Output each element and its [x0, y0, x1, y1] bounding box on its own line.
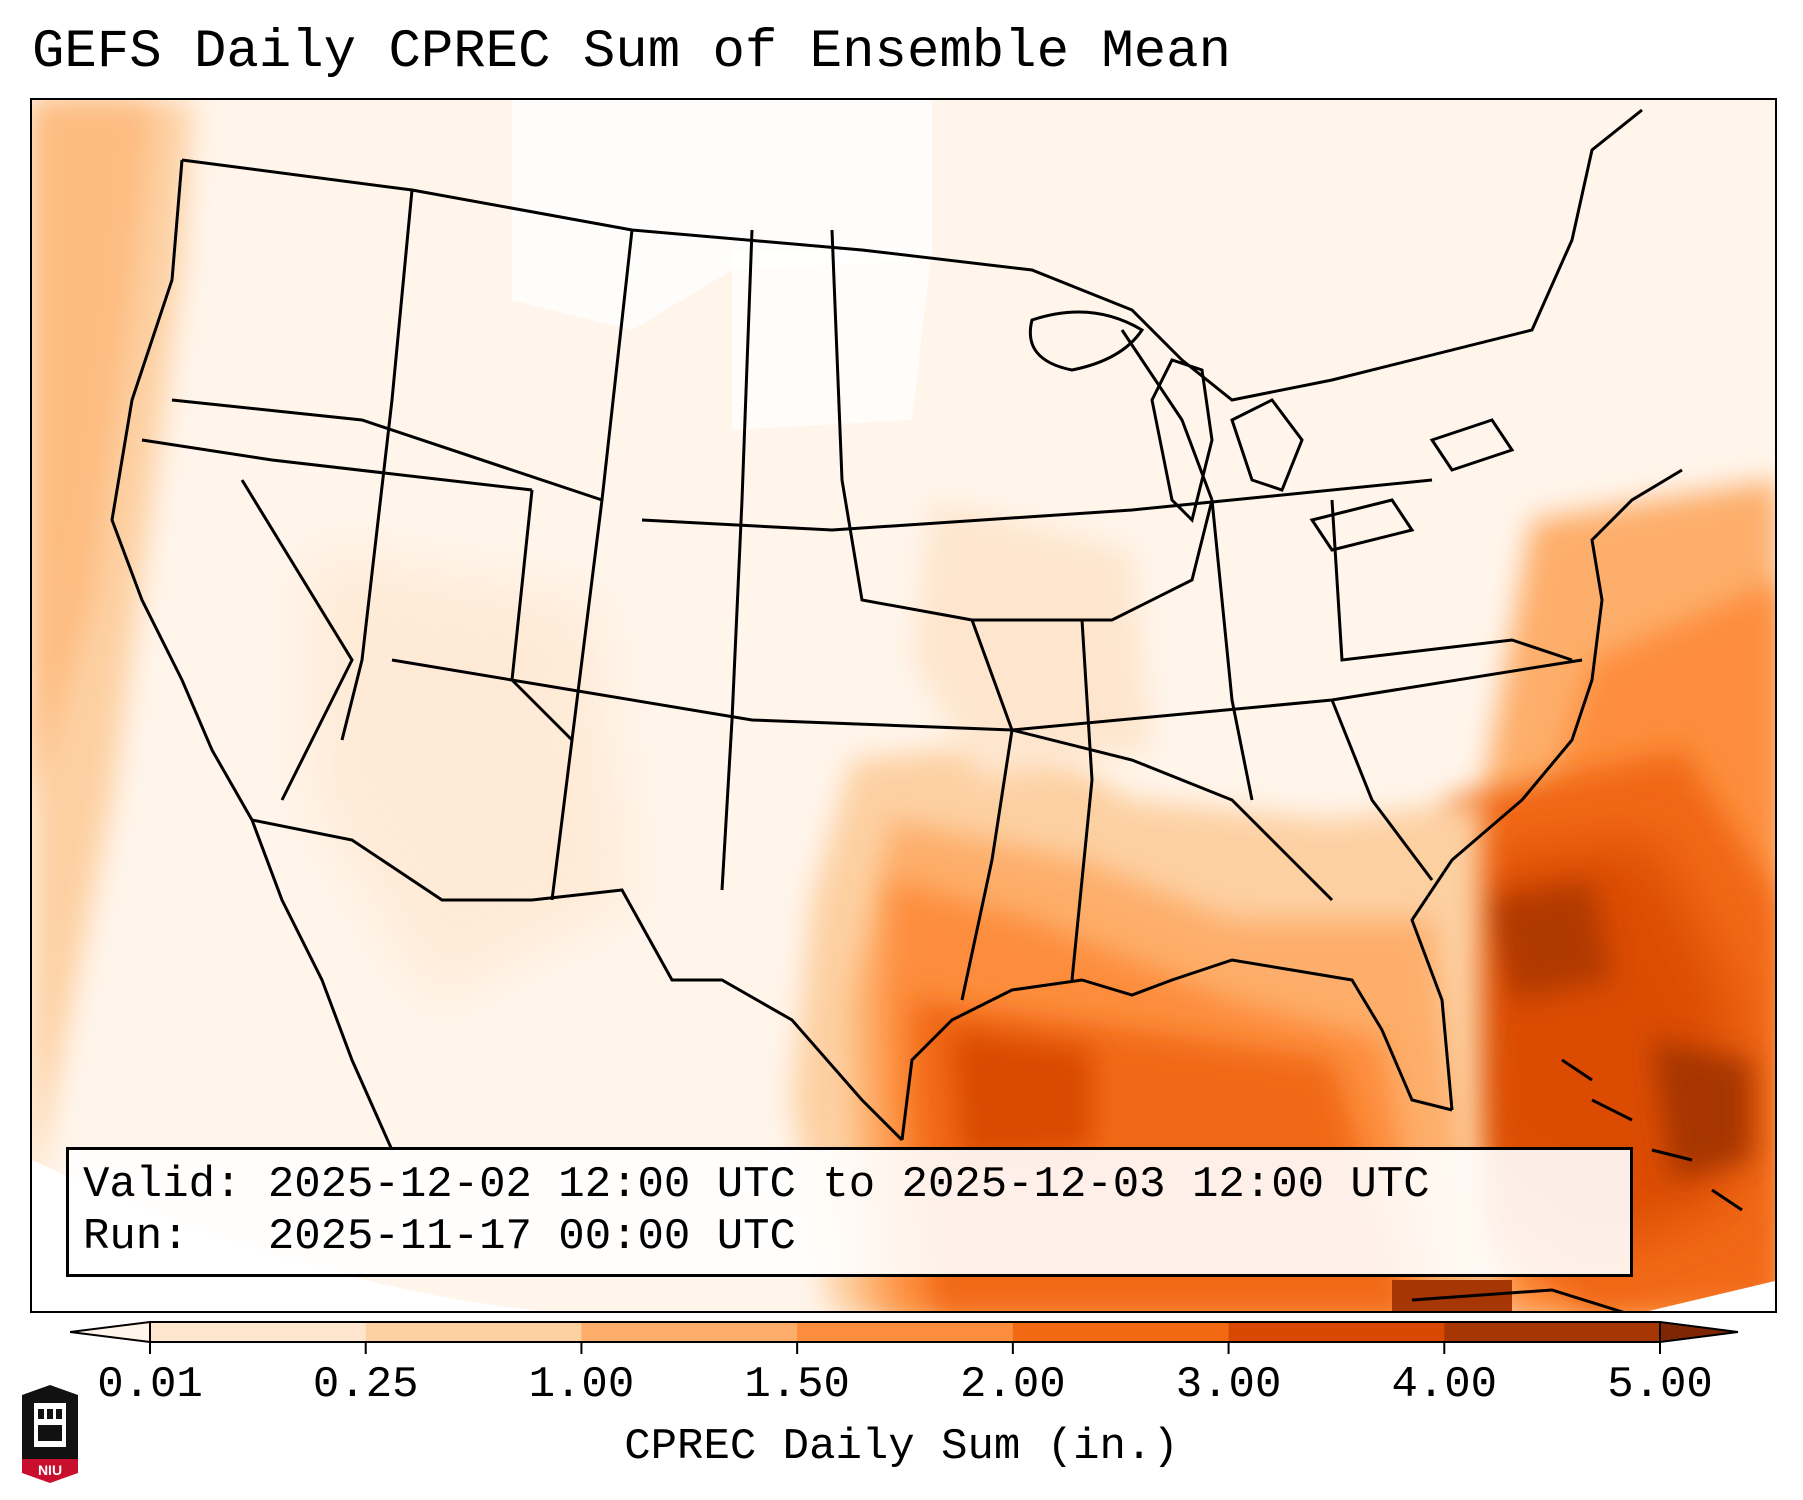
state-borders	[110, 108, 1683, 1151]
valid-label: Valid:	[83, 1160, 242, 1210]
colorbar-segment	[365, 1322, 582, 1342]
colorbar-arrow-high	[1659, 1320, 1739, 1344]
colorbar-segment	[1228, 1322, 1445, 1342]
colorbar-arrow-low	[70, 1320, 151, 1344]
colorbar	[70, 1320, 1739, 1354]
colorbar-tick-label: 5.00	[1607, 1360, 1713, 1410]
colorbar-segment	[581, 1322, 798, 1342]
colorbar-tick-label: 0.01	[97, 1360, 203, 1410]
niu-logo-icon: NIU	[22, 1385, 78, 1483]
colorbar-segment	[797, 1322, 1014, 1342]
valid-run-box: Valid: 2025-12-02 12:00 UTC to 2025-12-0…	[66, 1147, 1633, 1277]
run-label: Run:	[83, 1212, 189, 1262]
colorbar-tick-label: 4.00	[1391, 1360, 1498, 1410]
run-line: Run: 2025-11-17 00:00 UTC	[83, 1212, 796, 1262]
colorbar-label: CPREC Daily Sum (in.)	[624, 1422, 1179, 1472]
valid-line: Valid: 2025-12-02 12:00 UTC to 2025-12-0…	[83, 1160, 1430, 1210]
map-title: GEFS Daily CPREC Sum of Ensemble Mean	[32, 22, 1231, 83]
colorbar-tick-label: 2.00	[960, 1360, 1066, 1410]
map-canvas	[32, 100, 1775, 1311]
precip-map	[30, 98, 1777, 1313]
colorbar-tick-label: 1.50	[744, 1360, 850, 1410]
colorbar-tick-label: 3.00	[1175, 1360, 1282, 1410]
great-lakes	[1028, 310, 1515, 552]
run-value: 2025-11-17 00:00 UTC	[267, 1212, 796, 1262]
colorbar-tick-label: 1.00	[528, 1360, 635, 1410]
caribbean-islands	[1411, 1058, 1743, 1311]
colorbar-outline	[149, 1321, 1661, 1343]
colorbar-segment	[150, 1322, 367, 1342]
valid-value: 2025-12-02 12:00 UTC to 2025-12-03 12:00…	[267, 1160, 1430, 1210]
colorbar-segment	[1012, 1322, 1230, 1342]
colorbar-tick-label: 0.25	[312, 1360, 419, 1410]
colorbar-segment	[1444, 1322, 1661, 1342]
logo-text: NIU	[38, 1462, 62, 1478]
